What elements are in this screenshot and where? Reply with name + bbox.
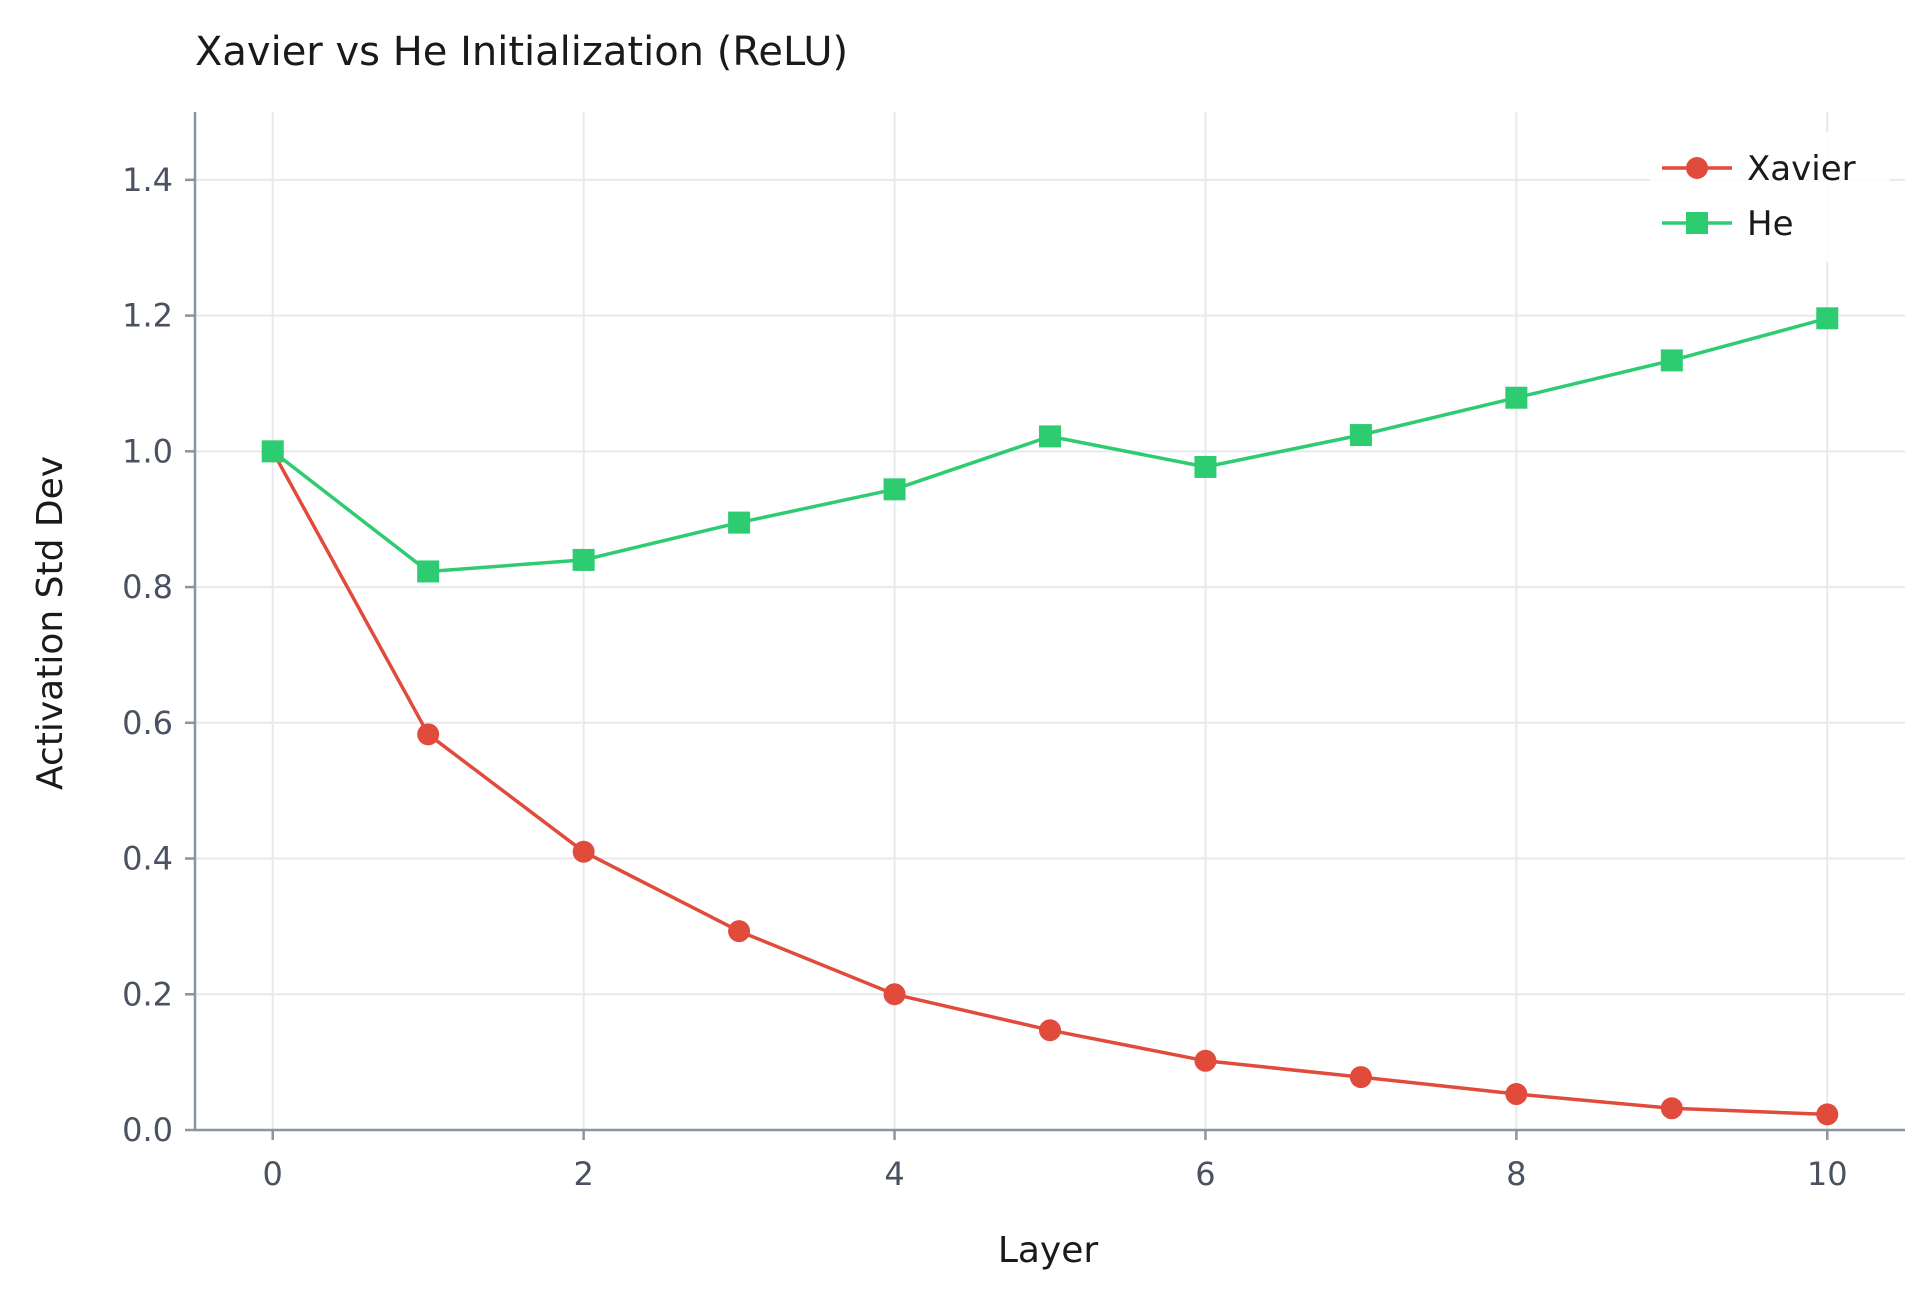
series-line-xavier	[271, 450, 1828, 1117]
series-he	[261, 307, 1839, 583]
y-tick-label: 1.4	[122, 161, 173, 199]
x-tick-label: 0	[263, 1155, 283, 1193]
legend-label-he: He	[1747, 204, 1793, 244]
series-xavier	[261, 440, 1839, 1126]
x-axis-label: Layer	[998, 1230, 1099, 1271]
grid	[195, 112, 1905, 1131]
y-tick-label: 0.8	[122, 568, 173, 606]
data-point-he-1	[417, 560, 440, 583]
data-point-xavier-9	[1660, 1097, 1683, 1120]
data-point-he-8	[1505, 386, 1528, 409]
data-point-he-5	[1039, 425, 1061, 448]
legend-background	[1650, 132, 1890, 262]
legend-item-xavier: Xavier	[1662, 149, 1856, 189]
data-point-he-3	[728, 511, 751, 534]
data-point-xavier-7	[1349, 1066, 1372, 1089]
y-tick-label: 0.0	[122, 1111, 173, 1149]
x-tick-label: 8	[1506, 1155, 1526, 1193]
x-tick-label: 10	[1807, 1155, 1848, 1193]
data-point-he-7	[1349, 424, 1372, 447]
tick-labels: 0.0 0.2 0.4 0.6 0.8 1.0 1.2 1.4 0 2 4 6 8 10	[122, 161, 1848, 1193]
data-point-xavier-10	[1816, 1103, 1839, 1126]
y-tick-label: 1.0	[122, 432, 173, 470]
chart-title: Xavier vs He Initialization (ReLU)	[195, 29, 848, 75]
data-point-he-6	[1194, 455, 1217, 478]
data-point-he-4	[883, 478, 906, 501]
x-tick-label: 4	[884, 1155, 904, 1193]
data-point-he-0	[261, 440, 284, 463]
y-axis-label: Activation Std Dev	[30, 456, 71, 790]
y-tick-label: 0.2	[122, 975, 173, 1013]
data-point-xavier-4	[883, 983, 906, 1006]
data-point-xavier-6	[1194, 1049, 1217, 1072]
data-point-xavier-1	[417, 723, 440, 746]
axes	[185, 112, 1905, 1140]
data-point-he-10	[1816, 307, 1839, 330]
data-point-he-9	[1660, 349, 1683, 372]
y-tick-label: 0.4	[122, 840, 173, 878]
x-tick-label: 2	[573, 1155, 593, 1193]
series-layer	[261, 307, 1839, 1126]
data-point-he-2	[572, 548, 595, 571]
data-point-xavier-5	[1039, 1019, 1061, 1042]
x-tick-label: 6	[1195, 1155, 1215, 1193]
y-tick-label: 0.6	[122, 704, 173, 742]
legend-marker-he	[1686, 212, 1708, 234]
data-point-xavier-3	[728, 920, 751, 943]
data-point-xavier-2	[572, 840, 595, 863]
legend-item-he: He	[1662, 204, 1793, 244]
y-tick-label: 1.2	[122, 297, 173, 335]
legend: Xavier He	[1650, 132, 1890, 262]
data-point-xavier-8	[1505, 1083, 1528, 1106]
legend-label-xavier: Xavier	[1747, 149, 1856, 189]
legend-marker-xavier	[1686, 157, 1708, 179]
